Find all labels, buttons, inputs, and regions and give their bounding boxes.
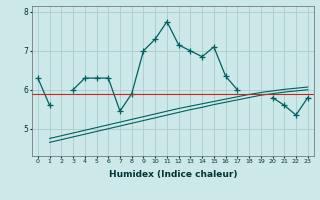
X-axis label: Humidex (Indice chaleur): Humidex (Indice chaleur) bbox=[108, 170, 237, 179]
